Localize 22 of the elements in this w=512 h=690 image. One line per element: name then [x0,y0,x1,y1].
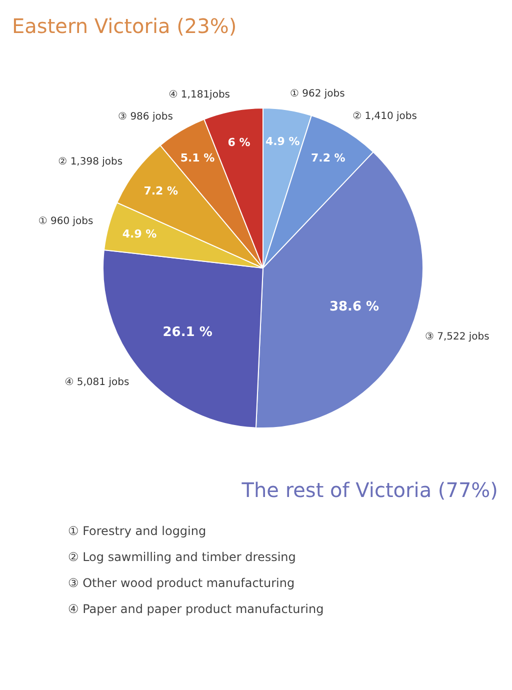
data-label: 5.1 % [180,152,215,165]
data-label: 26.1 % [162,324,212,340]
text: ③ Other wood product manufacturing [68,576,296,590]
slice-label: ① 962 jobs [290,88,345,100]
data-label: 38.6 % [329,299,380,314]
data-label: 7.2 % [144,184,178,198]
chart-title: Eastern Victoria (23%) [11,13,238,38]
slice-label: ② 1,398 jobs [58,156,123,168]
slice-label: ③ 986 jobs [118,111,173,122]
data-label: 7.2 % [310,151,346,164]
text: ① Forestry and logging [68,524,208,538]
text: The rest of Victoria (77%) [240,478,499,502]
slice-label: ④ 5,081 jobs [64,376,130,388]
data-label: 4.9 % [265,135,300,148]
data-label: 4.9 % [122,228,157,241]
slice-label: ③ 7,522 jobs [424,331,490,342]
data-label: 6 % [228,136,250,149]
slice-label: ① 960 jobs [38,216,94,228]
text: ② Log sawmilling and timber dressing [68,550,297,564]
text: ④ Paper and paper product manufacturing [68,602,325,616]
slice-label: ④ 1,181jobs [168,90,230,101]
slice-label: ② 1,410 jobs [352,111,417,122]
